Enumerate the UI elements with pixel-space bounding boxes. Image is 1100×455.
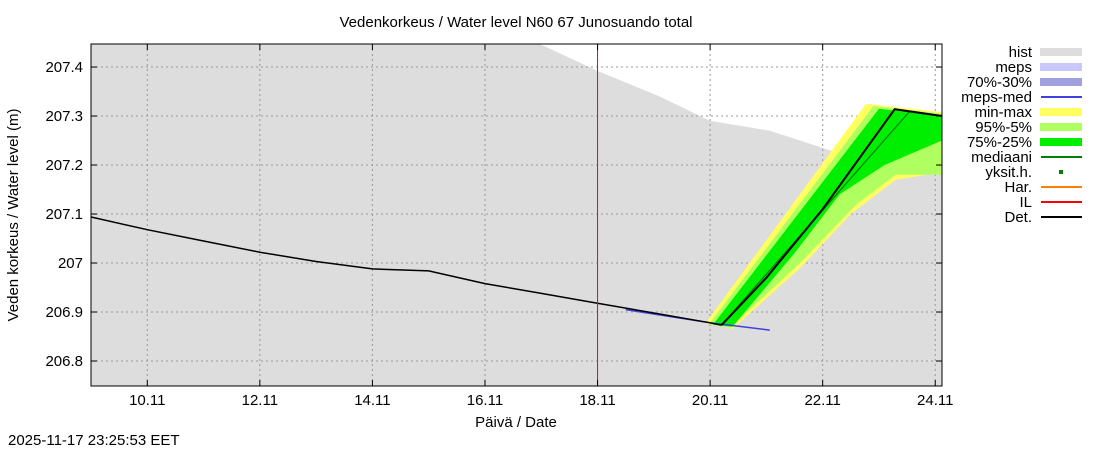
legend-label: mediaani — [971, 149, 1032, 166]
legend-label: 70%-30% — [967, 74, 1032, 91]
legend-swatch — [1040, 63, 1082, 71]
legend-swatch — [1040, 78, 1082, 86]
timestamp: 2025-11-17 23:25:53 EET — [8, 432, 180, 449]
legend-label: 95%-5% — [975, 119, 1032, 136]
x-tick-label: 18.11 — [579, 392, 615, 409]
x-axis-label: Päivä / Date — [475, 414, 557, 431]
x-tick-label: 24.11 — [917, 392, 953, 409]
legend-label: meps — [995, 59, 1032, 76]
plot-frame — [90, 43, 943, 387]
legend-swatch — [1040, 138, 1082, 146]
legend-label: meps-med — [961, 89, 1032, 106]
x-tick-label: 12.11 — [242, 392, 278, 409]
legend-swatch — [1040, 123, 1082, 131]
det-line — [720, 108, 942, 326]
legend-label: 75%-25% — [967, 134, 1032, 151]
legend-label: min-max — [974, 104, 1032, 121]
chart-title: Vedenkorkeus / Water level N60 67 Junosu… — [340, 14, 693, 31]
legend-label: hist — [1009, 44, 1033, 61]
legend-swatch — [1059, 170, 1063, 174]
x-tick-label: 14.11 — [354, 392, 390, 409]
legend-label: yksit.h. — [985, 164, 1032, 181]
x-tick-label: 22.11 — [804, 392, 840, 409]
y-tick-label: 207.1 — [45, 206, 83, 223]
x-tick-label: 20.11 — [692, 392, 728, 409]
observed-line — [91, 216, 722, 326]
x-tick-label: 10.11 — [129, 392, 165, 409]
legend-label: Har. — [1004, 179, 1032, 196]
legend-label: Det. — [1004, 209, 1032, 226]
plot-area — [91, 44, 942, 386]
legend-label: IL — [1019, 194, 1032, 211]
y-tick-label: 207.4 — [45, 59, 83, 76]
x-tick-label: 16.11 — [467, 392, 503, 409]
y-tick-label: 207.3 — [45, 108, 83, 125]
y-tick-label: 206.8 — [45, 353, 83, 370]
y-tick-label: 206.9 — [45, 304, 83, 321]
legend-swatch — [1040, 48, 1082, 56]
y-axis-label: Veden korkeus / Water level (m) — [5, 109, 22, 322]
y-tick-label: 207.2 — [45, 157, 83, 174]
legend-swatch — [1040, 108, 1082, 116]
y-tick-label: 207 — [58, 255, 83, 272]
